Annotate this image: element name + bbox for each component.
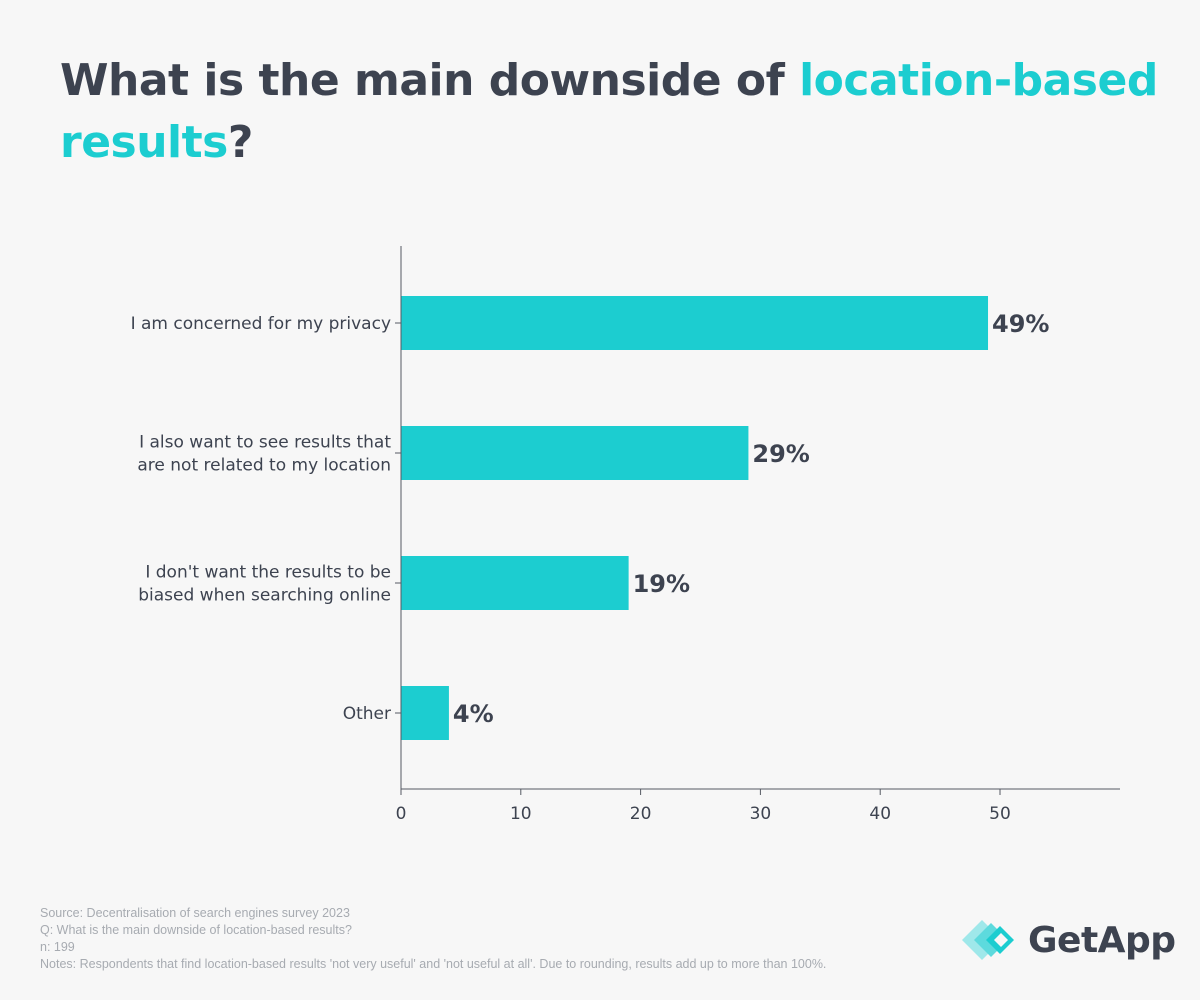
bar-chart: I am concerned for my privacy 49% I also w… (131, 246, 1120, 824)
x-tick-label-1: 10 (510, 804, 532, 824)
title-accent: location-based results (60, 55, 1158, 168)
logo-text: GetApp (1028, 919, 1176, 961)
getapp-diamond-icon (962, 920, 1014, 960)
chart-footer: Source: Decentralisation of search engin… (40, 905, 880, 973)
bar-1 (401, 426, 749, 480)
title-end: ? (227, 117, 254, 168)
value-label-2: 19% (633, 570, 690, 598)
title-text: What is the main downside of (60, 55, 800, 106)
value-label-1: 29% (752, 440, 809, 468)
category-label-1-line-1: are not related to my location (137, 456, 391, 476)
category-label-0: I am concerned for my privacy (131, 314, 391, 334)
category-label-2-line-1: biased when searching online (138, 586, 391, 606)
value-label-0: 49% (992, 310, 1049, 338)
x-tick-label-0: 0 (396, 804, 407, 824)
x-tick-label-2: 20 (630, 804, 652, 824)
footer-notes: Notes: Respondents that find location-ba… (40, 957, 827, 971)
x-tick-label-3: 30 (750, 804, 772, 824)
x-tick-label-4: 40 (869, 804, 891, 824)
footer-source: Source: Decentralisation of search engin… (40, 906, 350, 920)
category-label-2-line-0: I don't want the results to be (145, 563, 391, 583)
category-label-1-line-0: I also want to see results that (139, 433, 391, 453)
footer-sample-size: n: 199 (40, 940, 75, 954)
chart-title: What is the main downside of location-ba… (60, 50, 1160, 174)
x-tick-label-5: 50 (989, 804, 1011, 824)
category-label-3: Other (343, 704, 391, 724)
getapp-logo: GetApp (962, 918, 1176, 962)
value-label-3: 4% (453, 700, 494, 728)
bar-0 (401, 296, 989, 350)
bar-3 (401, 686, 449, 740)
bar-2 (401, 556, 629, 610)
footer-question: Q: What is the main downside of location… (40, 923, 352, 937)
